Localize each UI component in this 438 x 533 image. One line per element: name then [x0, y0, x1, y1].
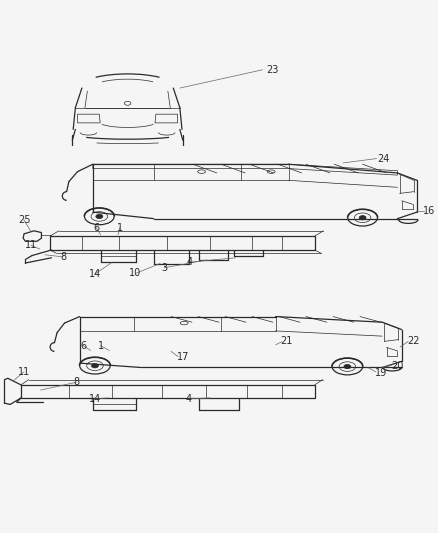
Text: 6: 6: [93, 223, 99, 233]
Text: 10: 10: [129, 269, 141, 278]
Text: 24: 24: [377, 154, 389, 164]
Text: 6: 6: [80, 341, 86, 351]
Text: 20: 20: [391, 361, 403, 371]
Text: 19: 19: [375, 368, 388, 378]
Ellipse shape: [92, 364, 99, 368]
Text: 11: 11: [25, 240, 37, 250]
Ellipse shape: [96, 214, 103, 219]
Text: 11: 11: [18, 367, 30, 377]
Text: 1: 1: [98, 341, 104, 351]
Text: 3: 3: [161, 263, 167, 273]
Text: 23: 23: [266, 65, 278, 75]
Text: 21: 21: [281, 336, 293, 346]
Text: 22: 22: [408, 336, 420, 346]
Text: 1: 1: [117, 223, 123, 233]
Ellipse shape: [359, 215, 366, 220]
Text: 4: 4: [186, 257, 192, 267]
Text: 16: 16: [423, 206, 435, 216]
Text: 4: 4: [185, 394, 191, 404]
Text: 25: 25: [18, 215, 30, 225]
Text: 8: 8: [60, 252, 66, 262]
Text: 14: 14: [89, 269, 101, 279]
Ellipse shape: [344, 365, 351, 369]
Text: 8: 8: [73, 377, 79, 387]
Text: 14: 14: [89, 394, 101, 404]
Text: 17: 17: [177, 352, 190, 362]
